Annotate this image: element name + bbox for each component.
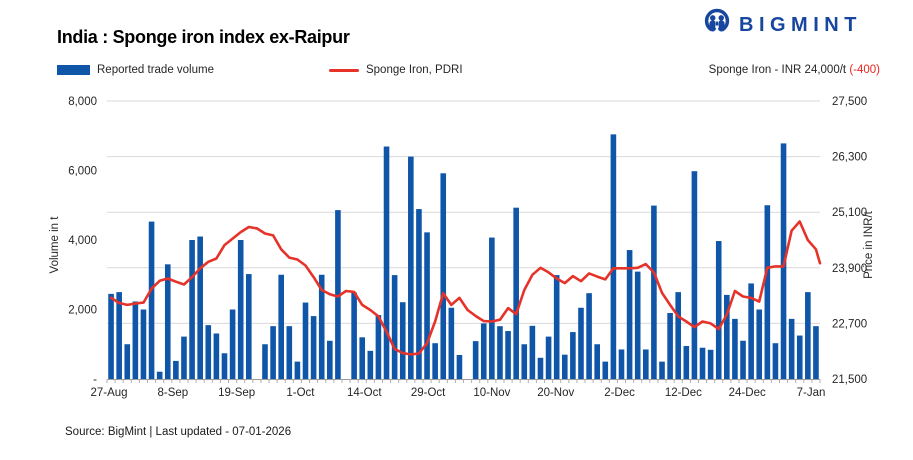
- line-series-swatch: [328, 68, 359, 72]
- svg-text:14-Oct: 14-Oct: [347, 387, 382, 399]
- svg-text:23,900: 23,900: [832, 263, 867, 275]
- legend-label-trade-volume: Reported trade volume: [97, 64, 214, 76]
- svg-text:29-Oct: 29-Oct: [411, 387, 446, 399]
- svg-text:1-Oct: 1-Oct: [286, 387, 315, 399]
- trade-volume-price-chart: 8,000 6,000 4,000 2,000 - 27,500 26,300 25,100 2…: [49, 96, 875, 399]
- legend-item-sponge-iron-pdri: Sponge Iron, PDRI: [328, 64, 463, 76]
- svg-text:20-Nov: 20-Nov: [537, 387, 574, 399]
- svg-text:4,000: 4,000: [68, 235, 97, 247]
- svg-text:-: -: [93, 374, 97, 386]
- svg-text:2-Dec: 2-Dec: [604, 387, 635, 399]
- bigmint-logo: BIGMINT: [702, 7, 862, 44]
- svg-text:6,000: 6,000: [68, 166, 97, 178]
- svg-text:27-Aug: 27-Aug: [90, 387, 127, 399]
- svg-text:7-Jan: 7-Jan: [797, 387, 826, 399]
- svg-text:8-Sep: 8-Sep: [157, 387, 188, 399]
- svg-text:Price in INR/t: Price in INR/t: [863, 210, 875, 279]
- svg-text:21,500: 21,500: [832, 374, 867, 386]
- svg-text:22,700: 22,700: [832, 318, 867, 330]
- svg-text:10-Nov: 10-Nov: [473, 387, 510, 399]
- svg-text:25,100: 25,100: [832, 207, 867, 219]
- svg-text:8,000: 8,000: [68, 96, 97, 108]
- price-annotation: Sponge Iron - INR 24,000/t (-400): [709, 64, 880, 76]
- svg-text:12-Dec: 12-Dec: [665, 387, 702, 399]
- chart-area: 8,000 6,000 4,000 2,000 - 27,500 26,300 25,100 2…: [0, 85, 913, 415]
- svg-text:24-Dec: 24-Dec: [729, 387, 766, 399]
- chart-legend: Reported trade volume Sponge Iron, PDRI: [57, 64, 463, 76]
- bar-series-swatch: [57, 65, 90, 75]
- price-annotation-text: Sponge Iron - INR 24,000/t: [708, 64, 850, 76]
- legend-label-sponge-iron-pdri: Sponge Iron, PDRI: [365, 64, 463, 76]
- bigmint-wordmark: BIGMINT: [739, 14, 862, 36]
- source-note: Source: BigMint | Last updated - 07-01-2…: [65, 426, 292, 438]
- price-change-value: (-400): [849, 64, 880, 76]
- svg-text:2,000: 2,000: [68, 305, 97, 317]
- svg-text:27,500: 27,500: [832, 96, 867, 108]
- chart-title: India : Sponge iron index ex-Raipur: [57, 27, 350, 47]
- svg-text:Volume in t: Volume in t: [49, 216, 61, 274]
- svg-text:19-Sep: 19-Sep: [218, 387, 255, 399]
- legend-item-trade-volume: Reported trade volume: [57, 64, 214, 76]
- svg-text:26,300: 26,300: [832, 152, 867, 164]
- bigmint-logo-icon: [702, 7, 732, 44]
